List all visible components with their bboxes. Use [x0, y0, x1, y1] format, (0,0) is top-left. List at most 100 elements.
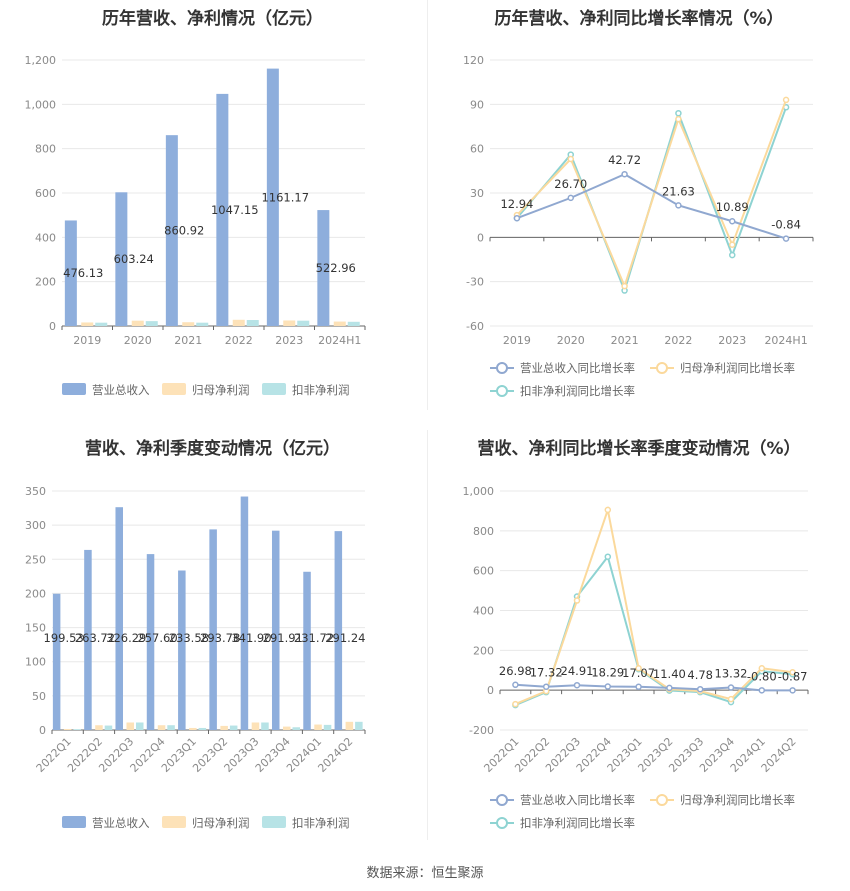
bar-deducted-profit — [229, 725, 238, 730]
x-tick-label: 2023 — [275, 334, 303, 347]
data-label: 26.70 — [554, 177, 587, 191]
bar-parent-profit — [251, 722, 260, 730]
legend-label: 归母净利润同比增长率 — [680, 793, 795, 807]
chart-title: 历年营收、净利情况（亿元） — [102, 9, 323, 29]
data-label: 10.89 — [716, 200, 749, 214]
bar-revenue — [52, 593, 61, 730]
quarterly-growth-chart: -20002004006008001,0002022Q12022Q22022Q3… — [463, 485, 809, 830]
bar-deducted-profit — [104, 725, 113, 730]
bar-parent-profit — [63, 728, 72, 730]
legend-marker — [656, 362, 668, 374]
data-label: 17.32 — [530, 666, 563, 680]
y-tick-label: 0 — [487, 684, 494, 697]
bar-parent-profit — [95, 725, 103, 730]
legend-swatch — [262, 816, 286, 828]
legend-label: 扣非净利润同比增长率 — [520, 816, 635, 830]
series-line — [516, 99, 788, 289]
data-label: -0.80 — [747, 669, 777, 683]
bar-revenue — [317, 210, 330, 326]
data-point — [729, 217, 736, 225]
data-label: 12.94 — [500, 197, 533, 211]
x-tick-label: 2024H1 — [318, 334, 361, 347]
data-point — [542, 683, 550, 690]
y-tick-label: 200 — [35, 276, 56, 289]
data-label: -0.87 — [778, 669, 808, 683]
legend-marker — [496, 362, 508, 374]
data-point — [621, 282, 628, 290]
data-label: 26.98 — [499, 664, 532, 678]
data-point — [635, 665, 642, 672]
chart-panel-quarterly-bar: 营收、净利季度变动情况（亿元） 0 50 100 150 200 250 300 350 202… — [0, 430, 425, 850]
data-label: 476.13 — [63, 266, 103, 280]
series-line — [516, 173, 787, 240]
data-point — [727, 695, 735, 703]
bar-parent-profit — [126, 722, 135, 730]
y-tick-label: 100 — [25, 656, 46, 669]
data-label: 257.60 — [137, 631, 177, 645]
bar-deducted-profit — [167, 725, 175, 730]
legend-label: 营业总收入同比增长率 — [520, 361, 635, 375]
data-label: 13.32 — [715, 667, 748, 681]
chart-title: 历年营收、净利同比增长率情况（%） — [494, 9, 784, 29]
legend-label: 扣非净利润 — [292, 816, 350, 830]
y-tick-label: 400 — [35, 231, 56, 244]
data-label: 4.78 — [687, 668, 713, 682]
bar-deducted-profit — [95, 322, 108, 326]
data-label: 11.40 — [653, 667, 686, 681]
data-source: 数据来源：恒生聚源 — [366, 866, 484, 881]
chart-panel-annual-growth: 历年营收、净利同比增长率情况（%） -60 -30 0 30 60 90 120 2019 20… — [428, 0, 850, 410]
legend-swatch — [162, 816, 186, 828]
chart-title: 营收、净利季度变动情况（亿元） — [85, 439, 340, 459]
data-label: 860.92 — [164, 224, 204, 238]
data-label: 17.07 — [622, 666, 655, 680]
x-tick-label: 2021 — [174, 334, 202, 347]
legend-label: 营业总收入 — [92, 816, 150, 830]
panel-divider — [427, 430, 428, 840]
data-point — [758, 687, 766, 694]
legend-marker — [496, 817, 508, 829]
bar-deducted-profit — [292, 727, 301, 730]
data-label: 291.24 — [325, 631, 365, 645]
chart-title: 营收、净利同比增长率季度变动情况（%） — [477, 439, 801, 459]
bar-parent-profit — [131, 320, 144, 326]
data-point — [573, 597, 581, 604]
bar-parent-profit — [232, 319, 245, 326]
x-tick-label: 2023 — [718, 334, 746, 347]
data-point — [729, 251, 736, 259]
bar-deducted-profit — [297, 320, 310, 326]
y-tick-label: 200 — [473, 644, 494, 657]
x-tick-label: 2019 — [503, 334, 531, 347]
data-point — [782, 235, 790, 242]
bar-revenue — [216, 93, 229, 327]
data-point — [729, 241, 736, 248]
x-tick-label: 2021 — [611, 334, 639, 347]
y-tick-label: 90 — [470, 98, 484, 111]
y-tick-label: 0 — [477, 231, 484, 244]
data-label: 21.63 — [662, 184, 695, 198]
y-tick-label: 200 — [25, 587, 46, 600]
data-label: 291.91 — [263, 631, 303, 645]
data-label: 341.90 — [231, 631, 271, 645]
x-tick-label: 2022 — [664, 334, 692, 347]
bar-deducted-profit — [73, 729, 81, 730]
y-tick-label: 250 — [25, 553, 46, 566]
bar-revenue — [209, 529, 217, 730]
data-label: 522.96 — [316, 261, 356, 275]
bar-deducted-profit — [246, 320, 259, 326]
data-label: 231.72 — [294, 631, 334, 645]
legend-label: 营业总收入 — [92, 383, 150, 397]
data-label: 263.72 — [75, 631, 115, 645]
y-tick-label: 150 — [25, 622, 46, 635]
x-tick-label: 2022 — [225, 334, 253, 347]
data-point — [666, 684, 673, 692]
data-label: 233.58 — [169, 631, 209, 645]
chart-panel-quarterly-growth: 营收、净利同比增长率季度变动情况（%） -200 0 200 400 600 800 1,0… — [428, 430, 850, 850]
x-tick-label: 2020 — [557, 334, 585, 347]
bar-deducted-profit — [261, 722, 269, 730]
legend-label: 营业总收入同比增长率 — [520, 793, 635, 807]
series-line — [515, 506, 793, 706]
bar-parent-profit — [220, 725, 228, 730]
data-label: 42.72 — [608, 153, 641, 167]
bar-revenue — [165, 135, 178, 326]
bar-deducted-profit — [347, 321, 360, 326]
